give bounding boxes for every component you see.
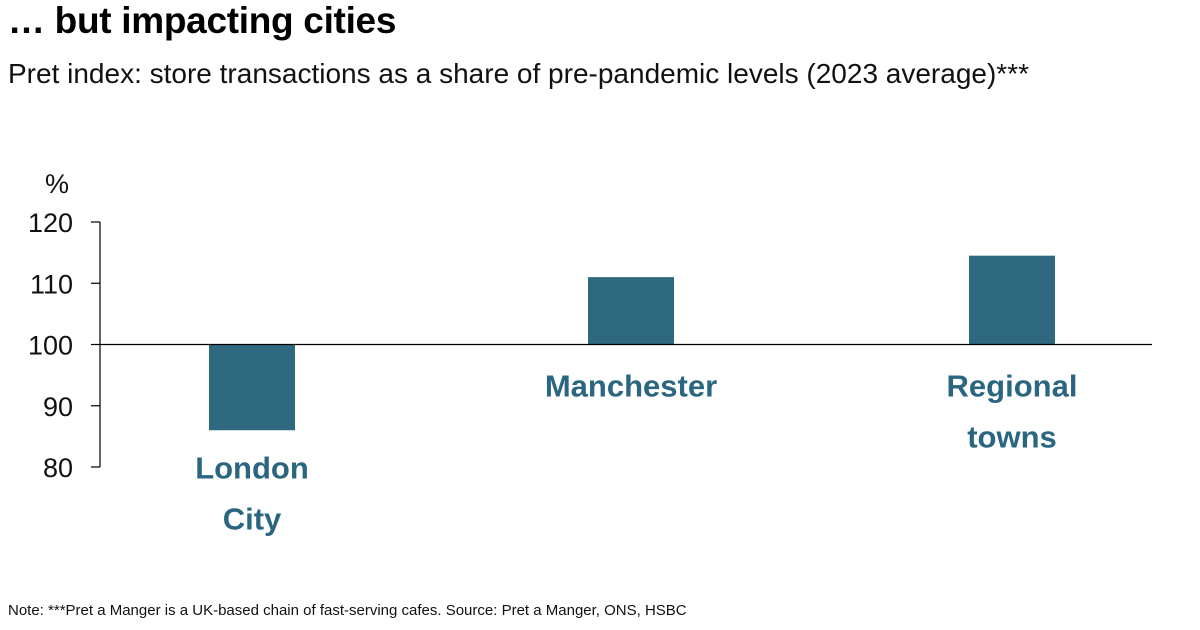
category-label: Manchester xyxy=(545,369,717,404)
y-tick-label: 80 xyxy=(43,453,73,483)
y-tick-label: 90 xyxy=(43,392,73,422)
category-label: London City xyxy=(195,450,309,536)
category-label-line: City xyxy=(223,501,282,536)
bar-chart: % 80 90 100 110 120 London City Manchester Region… xyxy=(28,169,1152,536)
category-label-line: towns xyxy=(967,420,1057,455)
chart-note: Note: ***Pret a Manger is a UK-based cha… xyxy=(8,602,687,619)
y-tick-label: 100 xyxy=(28,331,73,361)
y-tick-label: 120 xyxy=(28,208,73,238)
bar xyxy=(969,255,1055,345)
category-label-line: Regional xyxy=(947,369,1078,404)
y-axis-unit-label: % xyxy=(45,169,69,199)
category-label: Regional towns xyxy=(947,369,1078,455)
bar xyxy=(209,344,295,431)
chart-subtitle: Pret index: store transactions as a shar… xyxy=(8,58,1029,89)
category-label-line: Manchester xyxy=(545,369,717,404)
category-label-line: London xyxy=(195,450,309,485)
chart-title: … but impacting cities xyxy=(8,0,397,41)
y-tick-label: 110 xyxy=(30,269,73,299)
bar xyxy=(588,277,674,345)
